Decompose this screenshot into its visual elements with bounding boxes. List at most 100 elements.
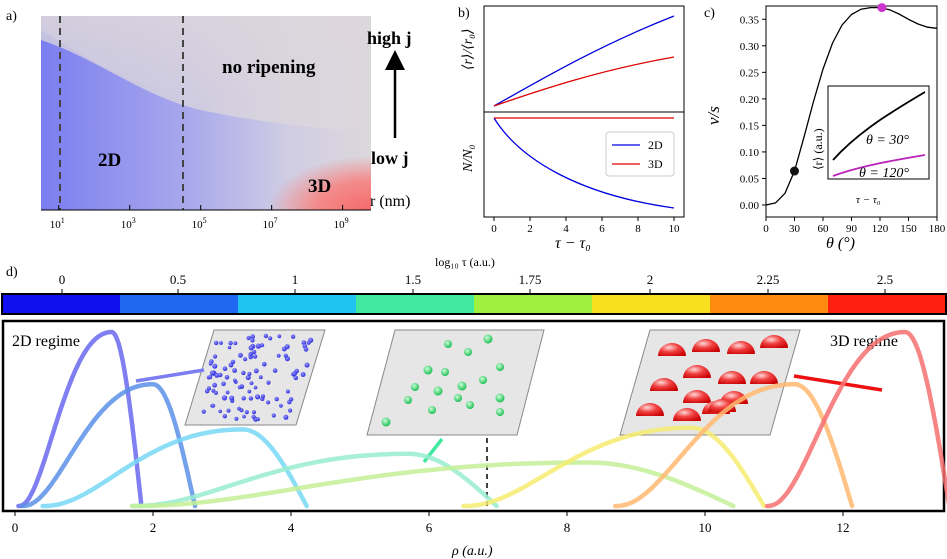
inset-xlabel: τ − τ₀ [856,194,881,206]
b-xtick-label: 0 [491,223,497,235]
droplet-small [233,341,238,346]
a-xtick-label: 101 [50,216,65,231]
colorbar-tick-label: 0 [59,272,66,287]
d-xtick-label: 4 [288,520,295,535]
droplet-small [237,406,241,411]
c-ytick-label: 0.10 [740,147,760,159]
droplet-small [206,386,212,391]
c-ytick-label: 0.30 [740,41,760,53]
region-3d-label: 3D [308,176,331,197]
panel-d: d) log₁₀ τ (a.u.) 0 0.5 1 1.5 1.75 2 2.25 2.5 2… [1,255,947,559]
droplet-small [247,371,252,376]
colorbar-segment [238,294,356,314]
d-xtick-label: 6 [426,520,433,535]
droplet-small [212,363,218,369]
droplet-small [262,361,267,367]
droplet-small [260,343,265,348]
droplet-small [279,403,283,408]
droplet-large [658,343,686,356]
droplet-small [271,413,276,418]
droplet-small [211,388,216,393]
droplet-small [214,340,219,346]
series-2d-top [493,15,675,107]
droplet-medium [381,417,391,427]
panel-a-label: a) [6,9,17,24]
panel-b-bottom-ylabel: N/N₀ [461,144,476,173]
droplet-small [285,389,290,394]
distribution-curve [461,425,767,509]
droplet-small [226,408,231,413]
droplet-large [673,408,701,421]
droplet-large [760,335,788,348]
c-ytick-label: 0.00 [740,200,760,212]
droplet-small [234,416,239,421]
droplet-small [224,375,230,380]
droplet-large [750,371,778,384]
panel-c-xlabel: θ (°) [826,235,855,252]
droplet-small [237,385,242,390]
colorbar-tick-label: 0.5 [170,272,186,287]
droplet-small [245,375,251,381]
droplet-small [244,410,249,415]
droplet-small [250,334,255,339]
droplet-small [241,370,246,376]
legend-2d-label: 2D [648,138,663,152]
droplet-small [222,366,228,372]
droplet-small [247,389,252,394]
droplet-small [201,409,206,414]
colorbar-segment [2,294,120,314]
droplet-small [255,343,261,349]
droplet-large [636,403,664,416]
colorbar-segment [710,294,828,314]
droplet-small [248,353,252,357]
panel-b-xlabel: τ − τ₀ [555,235,591,252]
c-ytick-label: 0.35 [740,14,760,26]
droplet-small [218,409,222,414]
c-marker-point [877,3,887,13]
droplet-small [261,394,265,399]
droplet-small [301,340,307,345]
colorbar-tick-label: 2.25 [757,272,780,287]
droplet-small [232,368,238,373]
droplet-large [650,378,678,391]
droplet-medium [464,348,472,356]
region-no-ripening-label: no ripening [222,57,316,78]
droplet-medium [479,376,487,384]
droplet-small [210,370,216,376]
distribution-curve [613,381,855,509]
d-xtick-label: 12 [837,520,850,535]
colorbar-segment [120,294,238,314]
a-xtick-label: 105 [192,216,207,231]
panel-c-markers [790,3,887,176]
droplet-small [227,345,232,350]
b-xtick-label: 8 [635,223,641,235]
droplet-small [276,353,281,358]
panel-b-label: b) [458,6,470,21]
colorbar-tick-label: 1.75 [519,272,542,287]
panel-b-legend: 2D 3D [605,131,675,177]
droplet-small [293,375,299,381]
droplet-medium [466,401,474,409]
c-ytick-label: 0.15 [740,120,760,132]
droplet-small [211,403,216,408]
droplet-small [222,414,227,419]
inset-2d-droplets [135,329,326,426]
panel-a-xlabel: r (nm) [370,193,410,210]
legend-3d-label: 3D [648,157,663,171]
droplet-large [683,390,711,403]
region-2d-label: 2D [98,150,121,171]
droplet-small [252,354,258,359]
c-ytick-label: 0.20 [740,94,760,106]
droplet-medium [496,408,504,416]
droplet-small [306,340,311,345]
colorbar: 0 0.5 1 1.5 1.75 2 2.25 2.5 [1,272,947,315]
panel-d-label: d) [6,265,18,280]
droplet-large [727,341,755,354]
a-xtick-label: 103 [121,216,136,231]
panel-c-ylabel: v/s [704,106,723,125]
c-marker-point [790,166,799,176]
droplet-small [300,372,306,377]
droplet-small [225,390,230,395]
droplet-medium [428,406,436,414]
